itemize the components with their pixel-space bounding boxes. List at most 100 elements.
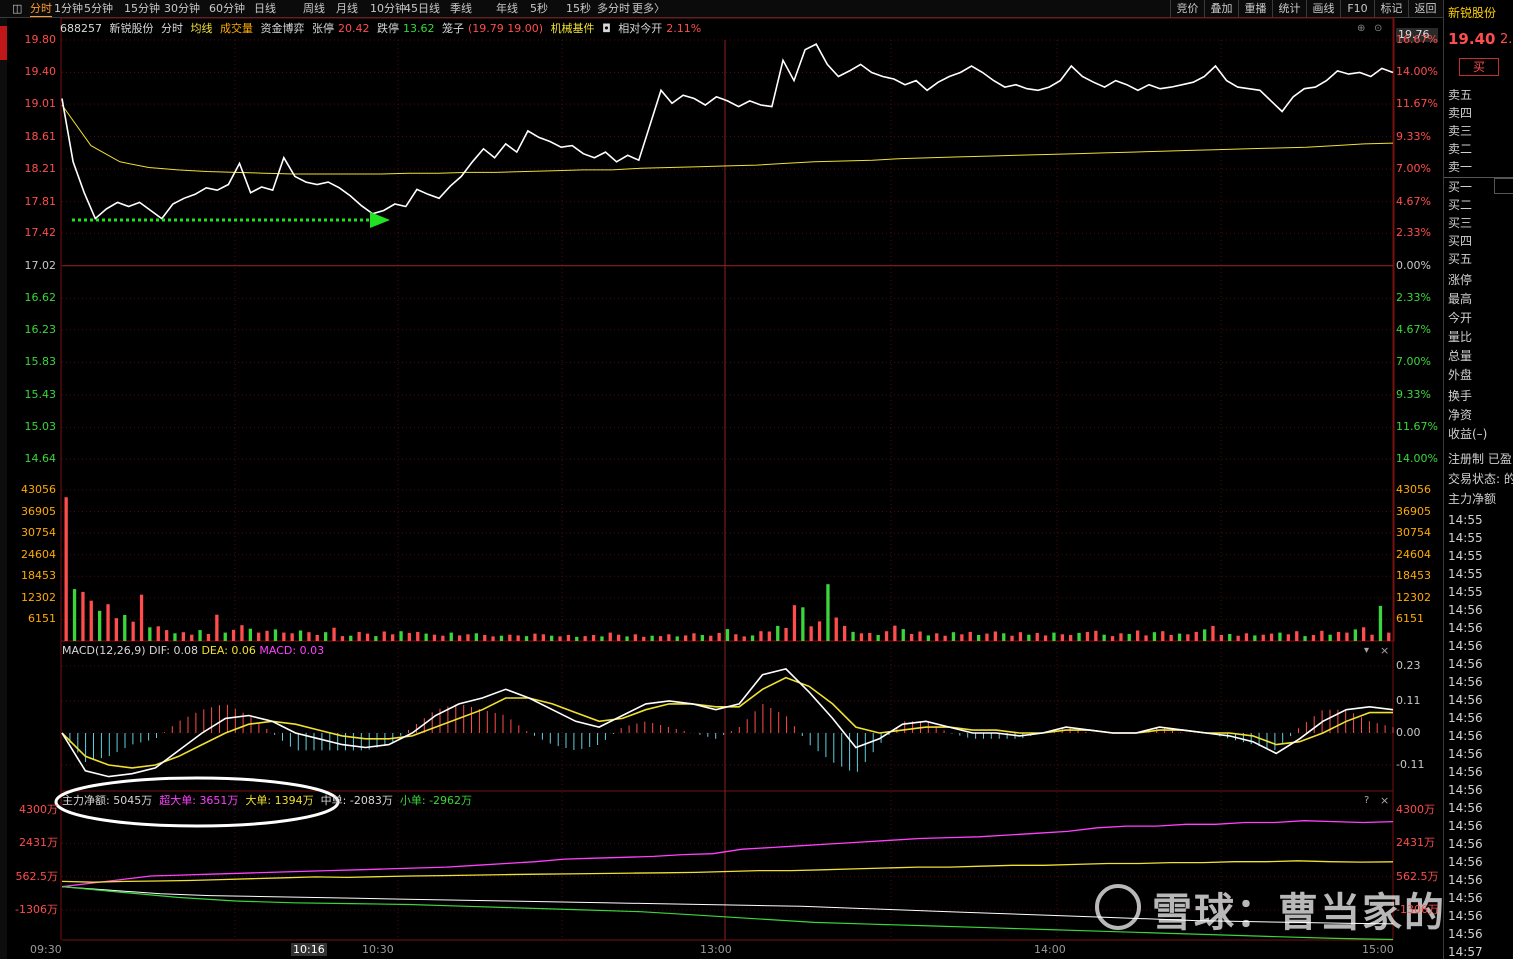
panel-pct: 2. (1500, 32, 1513, 47)
layout-icon[interactable]: ◫ (12, 2, 23, 15)
period-tab[interactable]: 年线 (496, 2, 518, 15)
volume-tick-left: 24604 (21, 547, 56, 561)
volume-bar (591, 635, 596, 641)
mode-label[interactable]: 分时 (161, 22, 183, 35)
pct-tick-right: 16.67% (1396, 33, 1438, 46)
period-tab[interactable]: 30分钟 (164, 2, 200, 15)
volume-bar (1244, 633, 1249, 641)
settings-icon[interactable]: ⊙ (1374, 23, 1383, 34)
limit-down-label: 跌停 (377, 22, 399, 35)
period-tab[interactable]: 15分钟 (124, 2, 160, 15)
volume-bar (901, 629, 905, 641)
period-tab[interactable]: 15秒 (566, 2, 591, 15)
toolbar-button[interactable]: 标记 (1374, 0, 1408, 18)
toolbar-button[interactable]: F10 (1340, 0, 1374, 18)
volume-bar (1161, 631, 1165, 641)
period-tab[interactable]: 季线 (450, 2, 472, 15)
volume-bar (1027, 634, 1031, 641)
toolbar-button[interactable]: 叠加 (1204, 0, 1238, 18)
intraday-chart[interactable] (0, 0, 1443, 959)
period-tab[interactable]: 周线 (303, 2, 325, 15)
pct-tick-right: 11.67% (1396, 97, 1438, 111)
help-icon[interactable]: ? (1364, 795, 1370, 806)
volume-toggle[interactable]: 成交量 (220, 22, 253, 35)
toolbar-button[interactable]: 画线 (1306, 0, 1340, 18)
volume-bar (156, 626, 160, 641)
camera-icon[interactable]: ◘ (602, 22, 611, 35)
collapse-icon[interactable]: ▾ (1364, 645, 1370, 656)
stat-label: 今开 (1448, 311, 1473, 325)
volume-bar (617, 634, 621, 641)
stock-name[interactable]: 新锐股份 (109, 22, 154, 35)
pct-tick-right: 7.00% (1396, 162, 1431, 176)
volume-bar (215, 614, 219, 641)
capital-tick-left: -1306万 (15, 903, 58, 916)
main-net-value: 5045万 (113, 794, 153, 807)
volume-bar (1295, 631, 1299, 641)
volume-bar (1110, 636, 1115, 641)
volume-bar (349, 635, 353, 641)
period-tab[interactable]: 更多〉 (632, 2, 665, 15)
bid-input[interactable] (1494, 178, 1513, 194)
toolbar-button[interactable]: 统计 (1272, 0, 1306, 18)
volume-bar (307, 632, 311, 641)
zoom-icon[interactable]: ⊕ (1357, 23, 1366, 34)
volume-bar (985, 633, 989, 641)
status-label: 主力净额 (1448, 492, 1497, 506)
period-tab[interactable]: 5秒 (530, 2, 548, 15)
order-book-label: 卖五 (1448, 88, 1473, 102)
l-order-label: 大单: (245, 794, 272, 807)
volume-bar (1336, 631, 1341, 641)
period-tab[interactable]: 1分钟 (54, 2, 83, 15)
panel-stock-name[interactable]: 新锐股份 (1448, 6, 1497, 20)
period-tab[interactable]: 10分钟 (370, 2, 406, 15)
volume-bar (173, 633, 177, 641)
period-tab[interactable]: 多分时 (597, 2, 630, 15)
volume-bar (114, 618, 118, 641)
volume-bar (667, 634, 671, 641)
close-icon[interactable]: × (1380, 644, 1390, 657)
volume-bar (72, 589, 77, 641)
volume-bar (248, 628, 252, 641)
volume-tick-left: 36905 (21, 504, 56, 518)
volume-bar (876, 635, 880, 641)
volume-bar (792, 605, 797, 641)
buy-button[interactable]: 买 (1459, 58, 1499, 76)
volume-tick-right: 36905 (1396, 504, 1431, 518)
price-tick-left: 19.80 (24, 33, 57, 46)
volume-bar (257, 632, 261, 641)
volume-bar (1119, 633, 1123, 641)
period-tab[interactable]: 分时 (30, 2, 52, 17)
capital-toggle[interactable]: 资金博弈 (260, 22, 305, 35)
capital-tick-left: 2431万 (19, 836, 58, 850)
macd-legend: MACD(12,26,9) DIF: 0.08 DEA: 0.06 MACD: … (62, 644, 324, 658)
price-line (61, 43, 1394, 220)
volume-bar (658, 636, 663, 641)
macd-tick-right: 0.23 (1396, 659, 1421, 672)
volume-bar (1085, 631, 1090, 641)
close-icon[interactable]: × (1380, 794, 1390, 807)
volume-tick-left: 12302 (21, 590, 56, 604)
volume-bar (1345, 632, 1349, 641)
volume-bar (550, 635, 554, 641)
volume-bar (843, 625, 847, 641)
toolbar-button[interactable]: 返回 (1408, 0, 1442, 18)
avg-line-toggle[interactable]: 均线 (190, 22, 213, 35)
volume-bar (282, 632, 286, 641)
tick-time: 14:56 (1448, 747, 1483, 761)
period-tab[interactable]: 45日线 (404, 2, 440, 15)
stat-label: 外盘 (1448, 368, 1473, 382)
toolbar-button[interactable]: 竞价 (1170, 0, 1204, 18)
volume-bar (324, 632, 328, 641)
tick-time: 14:56 (1448, 927, 1483, 941)
sector-link[interactable]: 机械基件 (550, 22, 595, 35)
volume-bar (1228, 634, 1232, 641)
volume-bar (575, 636, 579, 641)
toolbar-button[interactable]: 重播 (1238, 0, 1272, 18)
period-tab[interactable]: 日线 (254, 2, 276, 15)
period-tab[interactable]: 月线 (336, 2, 358, 15)
period-tab[interactable]: 60分钟 (209, 2, 245, 15)
period-tab[interactable]: 5分钟 (84, 2, 113, 15)
cage-value: (19.79 19.00) (468, 22, 544, 35)
volume-bar (1018, 632, 1023, 641)
